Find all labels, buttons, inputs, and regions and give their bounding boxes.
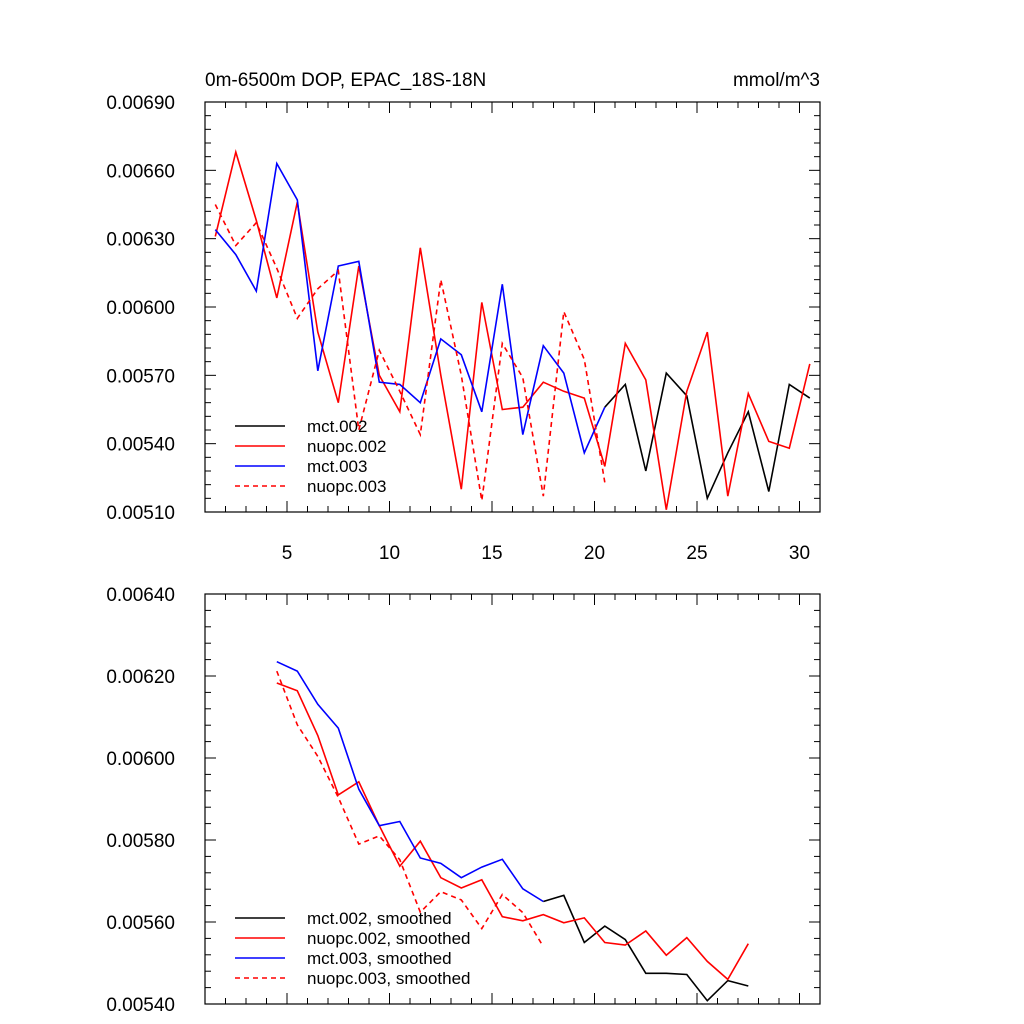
x-tick-label: 15 xyxy=(481,543,502,564)
series-lines xyxy=(214,149,811,510)
series-line xyxy=(543,894,749,1002)
series-line xyxy=(214,161,606,456)
x-tick-label: 5 xyxy=(282,543,293,564)
y-tick-labels: 0.00540 0.00560 0.00580 0.00600 0.00620 0.006… xyxy=(106,585,175,1016)
legend-label: nuopc.003, smoothed xyxy=(307,969,471,988)
bottom-panel: 0.00540 0.00560 0.00580 0.00600 0.00620 0.006… xyxy=(106,585,821,1016)
y-tick-label: 0.00630 xyxy=(106,230,175,251)
y-tick-label: 0.00620 xyxy=(106,667,175,688)
legend-label: mct.002 xyxy=(307,417,367,436)
top-panel: 0m-6500m DOP, EPAC_18S-18N mmol/m^3 0.00… xyxy=(106,70,821,564)
x-tick-label: 10 xyxy=(379,543,400,564)
series-line xyxy=(604,371,811,501)
series-line xyxy=(276,660,544,903)
y-tick-label: 0.00640 xyxy=(106,585,175,606)
x-tick-label: 30 xyxy=(789,543,810,564)
plot-frame xyxy=(204,593,821,1005)
panel-title: 0m-6500m DOP, EPAC_18S-18N xyxy=(205,70,486,91)
legend-label: nuopc.003 xyxy=(307,477,386,496)
legend-label: mct.002, smoothed xyxy=(307,909,452,928)
y-tick-labels: 0.00510 0.00540 0.00570 0.00600 0.00630 0.006… xyxy=(106,93,175,524)
plot-frame xyxy=(204,101,821,513)
series-line xyxy=(276,682,749,981)
tick-marks xyxy=(205,101,821,513)
y-tick-label: 0.00690 xyxy=(106,93,175,114)
series-line xyxy=(214,204,606,501)
series-lines xyxy=(276,660,749,1002)
x-tick-labels: 5 10 15 20 25 30 xyxy=(282,543,810,564)
legend-label: nuopc.002 xyxy=(307,437,386,456)
x-tick-label: 20 xyxy=(584,543,605,564)
legend-label: mct.003, smoothed xyxy=(307,949,452,968)
y-tick-label: 0.00540 xyxy=(106,995,175,1016)
y-tick-label: 0.00600 xyxy=(106,298,175,319)
series-line xyxy=(276,670,544,948)
series-line xyxy=(214,149,811,510)
units-label: mmol/m^3 xyxy=(733,70,820,91)
tick-marks xyxy=(205,593,821,1005)
y-tick-label: 0.00580 xyxy=(106,831,175,852)
y-tick-label: 0.00600 xyxy=(106,749,175,770)
x-tick-label: 25 xyxy=(686,543,707,564)
y-tick-label: 0.00510 xyxy=(106,503,175,524)
y-tick-label: 0.00560 xyxy=(106,913,175,934)
y-tick-label: 0.00660 xyxy=(106,161,175,182)
y-tick-label: 0.00570 xyxy=(106,366,175,387)
legend-label: mct.003 xyxy=(307,457,367,476)
legend-label: nuopc.002, smoothed xyxy=(307,929,471,948)
y-tick-label: 0.00540 xyxy=(106,435,175,456)
